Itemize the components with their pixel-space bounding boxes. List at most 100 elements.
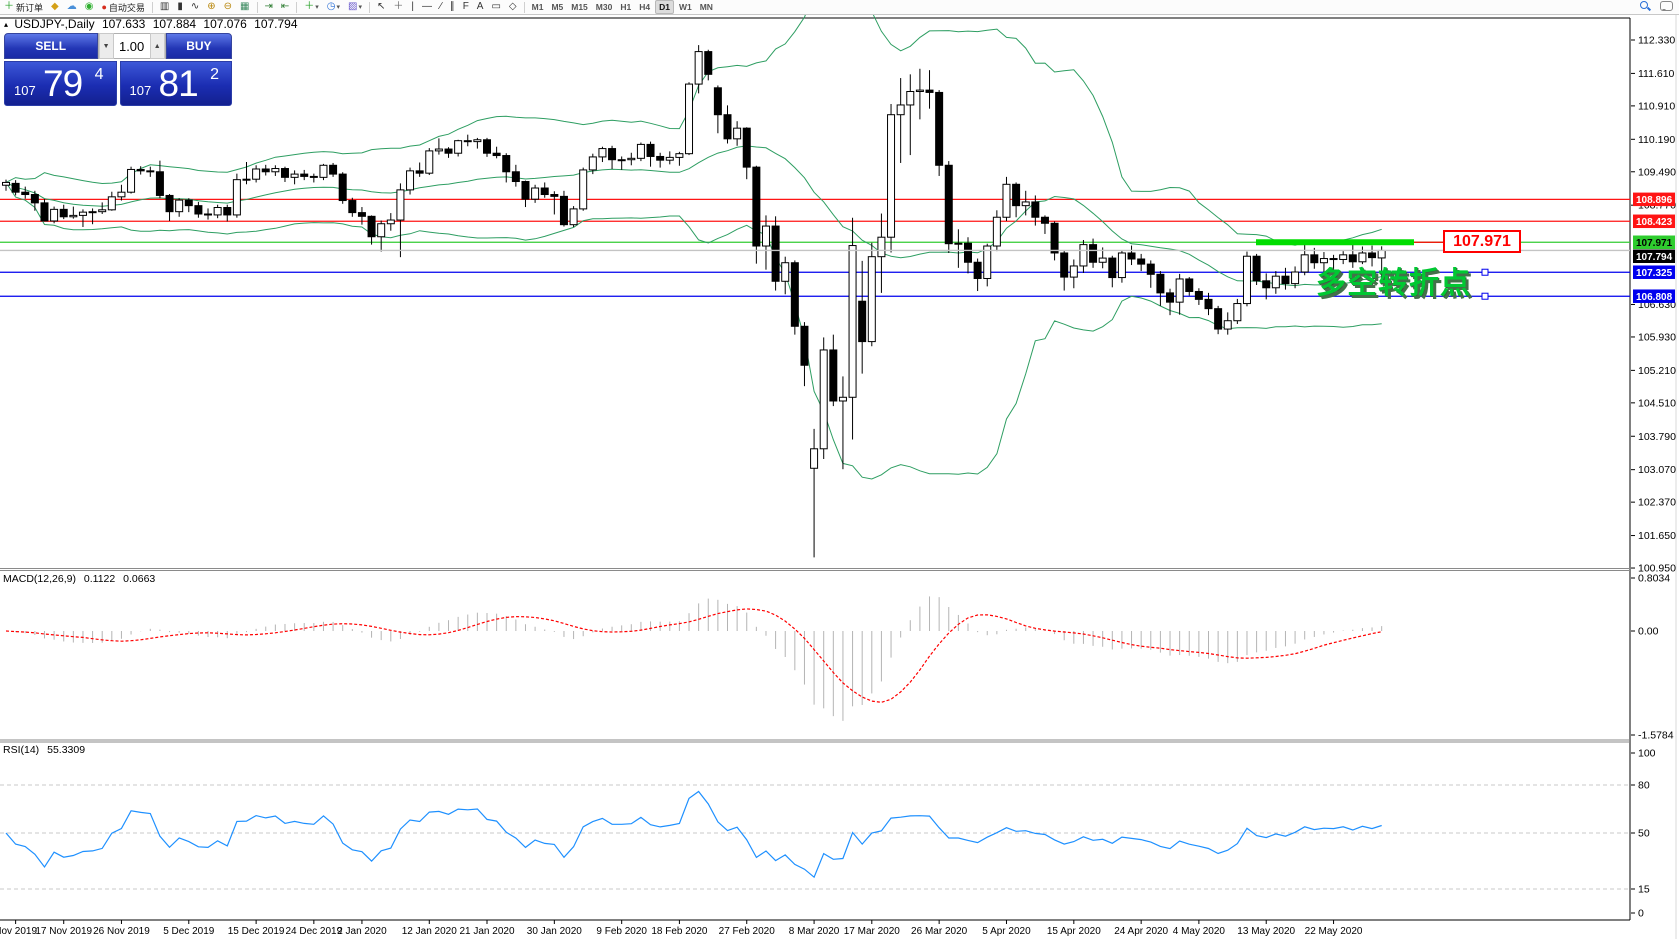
price-tick-label: 100.950 <box>1638 563 1676 575</box>
date-tick-label: 8 Mar 2020 <box>789 926 840 937</box>
turning-point-annotation[interactable]: 多空转折点 <box>1316 267 1471 300</box>
periods-icon: ◷ <box>326 1 336 12</box>
zoom-out-button[interactable]: ⊖ <box>221 1 235 13</box>
rsi-axis[interactable]: 100 80 50 15 0 <box>1631 748 1656 920</box>
chart-title: ▴ USDJPY-,Daily 107.633 107.884 107.076 … <box>4 17 302 31</box>
price-overlays <box>0 239 1630 252</box>
line-handle[interactable] <box>1481 292 1489 300</box>
autotrading-status-icon: ● <box>101 2 107 12</box>
price-level-callout[interactable]: 107.971 <box>1443 230 1521 253</box>
date-tick-label: 13 May 2020 <box>1237 926 1295 937</box>
price-badge <box>1633 289 1675 303</box>
chat-icon[interactable] <box>1660 1 1673 11</box>
date-tick-label: 4 May 2020 <box>1173 926 1226 937</box>
cursor-button[interactable]: ↖ <box>374 1 388 13</box>
crosshair-button[interactable]: ＋ <box>390 1 406 13</box>
volume-value[interactable]: 1.00 <box>118 38 145 54</box>
line-chart-button[interactable]: ∿ <box>188 1 202 13</box>
highlight-bar[interactable] <box>1256 239 1414 246</box>
macd-axis[interactable]: 0.8034 0.00 -1.5784 <box>1631 573 1674 742</box>
shapes-button[interactable]: ◇ <box>506 1 520 13</box>
auto-scroll-button[interactable]: ⇥ <box>262 1 276 13</box>
chart-shift-button[interactable]: ⇤ <box>278 1 292 13</box>
sell-price-point: 4 <box>94 66 104 83</box>
trendline-button[interactable]: ∕ <box>437 1 445 13</box>
vertical-line-button[interactable]: | <box>408 1 417 13</box>
rsi-levels <box>0 784 1630 890</box>
timeframe-d1-button[interactable]: D1 <box>655 0 674 14</box>
dropdown-caret-icon: ▾ <box>336 4 341 11</box>
price-tick-label: 109.490 <box>1638 166 1676 178</box>
new-order-button[interactable]: ＋新订单 <box>1 1 46 13</box>
equidistant-channel-icon: ∥ <box>449 1 455 12</box>
toolbar-separator <box>369 1 371 13</box>
autotrading-button[interactable]: ● 自动交易 <box>98 1 147 13</box>
date-tick-label: 27 Feb 2020 <box>719 926 776 937</box>
date-tick-label: 26 Mar 2020 <box>911 926 968 937</box>
timeframe-h1-button[interactable]: H1 <box>620 2 632 12</box>
toolbar-separator <box>523 1 525 13</box>
price-badge-label: 106.808 <box>1636 292 1673 303</box>
sell-button[interactable]: SELL <box>4 33 98 59</box>
timeframe-m1-button[interactable]: M1 <box>531 2 544 12</box>
bb-upper-band <box>5 0 1382 246</box>
price-tick-label: 110.190 <box>1638 134 1675 146</box>
timeframe-m15-button[interactable]: M15 <box>571 2 588 12</box>
price-tick-label: 103.070 <box>1638 464 1676 476</box>
zoom-in-button[interactable]: ⊕ <box>204 1 218 13</box>
dropdown-caret-icon: ▾ <box>315 4 319 11</box>
templates-button[interactable]: ▨ ▾ <box>345 1 365 13</box>
volume-field[interactable]: ▼ 1.00 ▲ <box>97 33 166 59</box>
price-tick-label: 105.210 <box>1638 365 1676 377</box>
market-button[interactable]: ◆ <box>48 1 62 13</box>
timeframe-m30-button[interactable]: M30 <box>595 2 613 12</box>
horizontal-line-icon: — <box>422 1 433 12</box>
equidistant-channel-button[interactable]: ∥ <box>447 1 458 13</box>
buy-button[interactable]: BUY <box>165 33 232 59</box>
text-label-button[interactable]: ▭ <box>488 1 503 13</box>
horizontal-line-button[interactable]: — <box>419 1 435 13</box>
date-tick-label: 30 Jan 2020 <box>527 926 582 937</box>
sell-price-box[interactable]: 107 79 4 <box>4 61 117 106</box>
horizontal-level-lines[interactable] <box>0 198 1630 300</box>
toolbar-separator <box>296 1 298 13</box>
search-icon[interactable] <box>1640 1 1650 11</box>
fibonacci-button[interactable]: F <box>460 1 472 13</box>
tile-windows-button[interactable]: ▦ <box>237 1 252 13</box>
price-tick-label: 111.610 <box>1638 68 1675 80</box>
rsi-tick-label: 80 <box>1638 780 1650 792</box>
price-tick-label: 112.330 <box>1638 35 1675 47</box>
macd-name: MACD(12,26,9) <box>3 573 76 585</box>
date-tick-label: 5 Apr 2020 <box>982 926 1031 937</box>
candlestick-chart-button[interactable]: ▮ <box>174 1 186 13</box>
vertical-line-icon: | <box>411 1 415 12</box>
timeframe-m5-button[interactable]: M5 <box>551 2 564 12</box>
timeframe-mn-button[interactable]: MN <box>699 2 713 12</box>
line-handle[interactable] <box>1481 268 1489 276</box>
ohlc-open: 107.633 <box>101 17 146 31</box>
periods-button[interactable]: ◷ ▾ <box>324 1 343 13</box>
sell-price-figure: 107 <box>14 83 36 98</box>
price-axis[interactable]: 112.330111.610110.910110.190109.490108.7… <box>1631 35 1676 575</box>
auto-scroll-icon: ⇥ <box>264 1 273 12</box>
trendline-icon: ∕ <box>440 1 442 12</box>
chart-frame <box>0 14 1677 939</box>
bar-chart-icon: ▥ <box>159 1 170 12</box>
date-tick-label: 24 Apr 2020 <box>1114 926 1168 937</box>
price-badge <box>1633 249 1675 264</box>
bar-chart-button[interactable]: ▥ <box>157 1 172 13</box>
timeframe-w1-button[interactable]: W1 <box>678 2 692 12</box>
indicators-button[interactable]: ＋ ▾ <box>301 1 322 13</box>
buy-price-box[interactable]: 107 81 2 <box>119 61 232 106</box>
alerts-button[interactable]: ◉ <box>82 1 97 13</box>
timeframe-h4-button[interactable]: H4 <box>639 2 651 12</box>
price-tick-label: 101.650 <box>1638 530 1676 542</box>
shapes-icon: ◇ <box>508 1 517 12</box>
community-button[interactable]: ☁ <box>64 1 80 13</box>
volume-increase-button[interactable]: ▲ <box>149 33 165 59</box>
text-button[interactable]: A <box>474 1 487 13</box>
rsi-name: RSI(14) <box>3 744 40 756</box>
volume-decrease-button[interactable]: ▼ <box>98 33 114 59</box>
